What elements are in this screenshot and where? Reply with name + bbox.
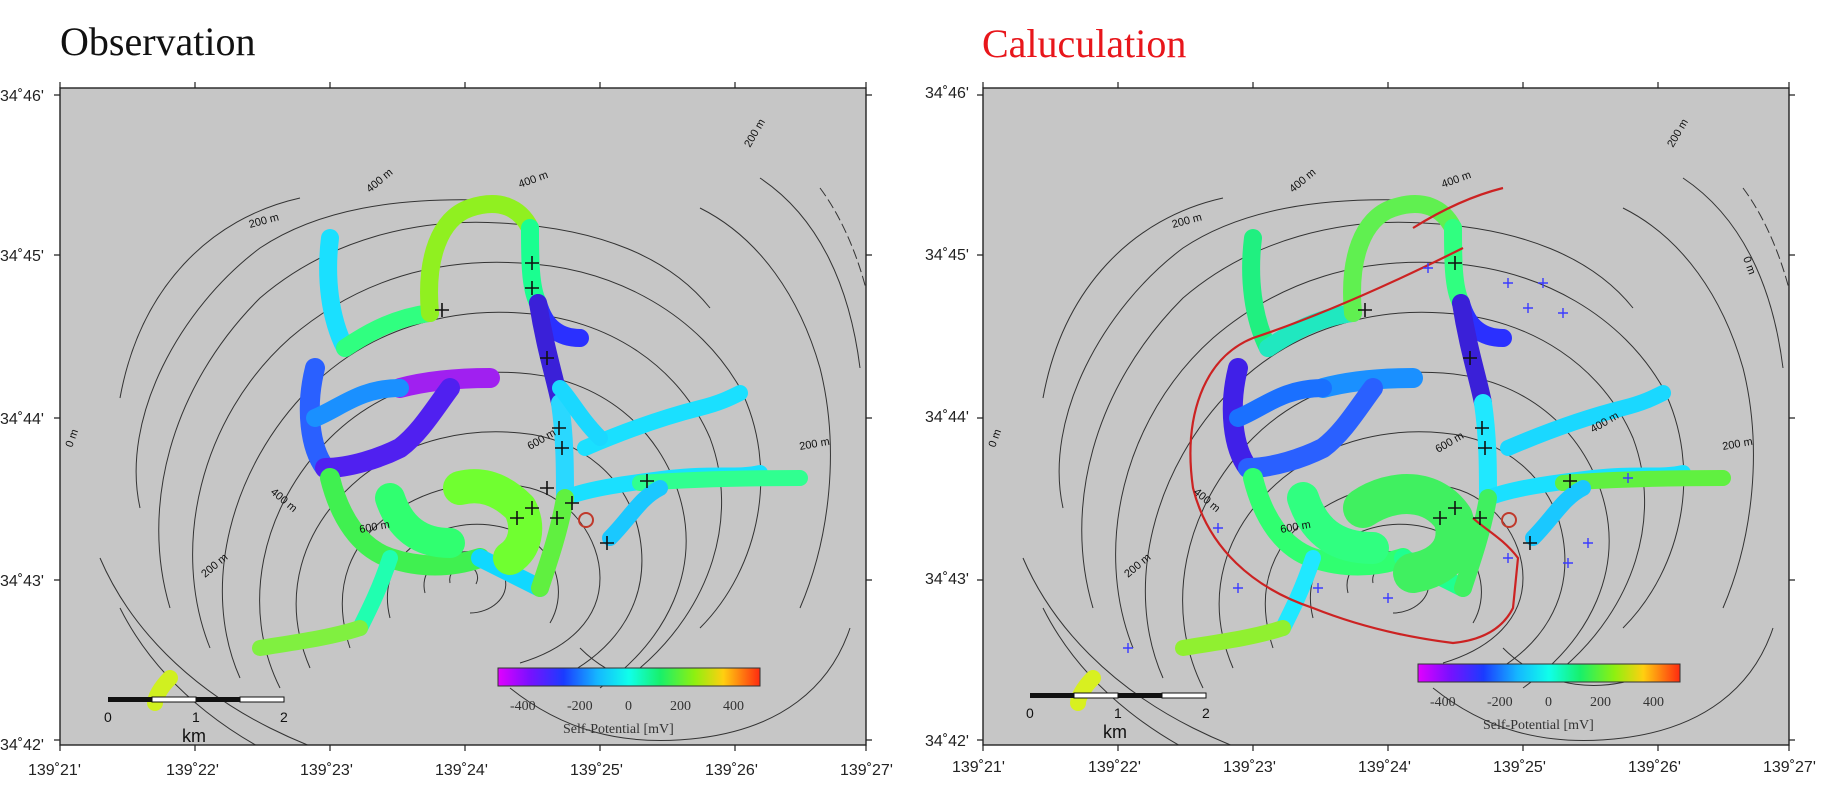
scale-unit: km xyxy=(1103,722,1127,742)
scale-bar xyxy=(108,696,285,703)
colorbar-tick: -200 xyxy=(1487,695,1513,710)
model-markers xyxy=(1123,263,1633,653)
colorbar xyxy=(497,667,761,687)
latitude-label: 34˚45' xyxy=(925,247,969,264)
colorbar-title: Self-Potential [mV] xyxy=(563,722,674,737)
colorbar-tick: 200 xyxy=(670,699,691,714)
colorbar-tick: -400 xyxy=(510,699,536,714)
contour-label: 0 m xyxy=(987,428,1005,449)
longitude-label: 139˚23' xyxy=(300,762,353,779)
station-markers xyxy=(1358,256,1577,550)
longitude-label: 139˚22' xyxy=(166,762,219,779)
map-frame xyxy=(59,87,867,746)
scale-tick: 1 xyxy=(1114,705,1122,721)
longitude-label: 139˚26' xyxy=(1628,759,1681,776)
colorbar xyxy=(1417,663,1681,683)
colorbar-tick: 0 xyxy=(625,699,632,714)
longitude-label: 139˚21' xyxy=(952,759,1005,776)
longitude-label: 139˚27' xyxy=(840,762,893,779)
scale-tick: 1 xyxy=(192,709,200,725)
map-background xyxy=(983,88,1789,745)
vent-marker xyxy=(578,512,594,528)
calculation-map: 200 m 400 m 400 m 200 m 0 m 0 m 400 m 40… xyxy=(925,82,1816,776)
map-background xyxy=(60,88,866,745)
latitude-label: 34˚44' xyxy=(925,409,969,426)
latitude-label: 34˚42' xyxy=(0,737,44,754)
contour-label: 0 m xyxy=(1740,255,1758,276)
observation-map-frame: 200 m 400 m 200 m 0 m 400 m 200 m 600 m … xyxy=(60,88,866,745)
observation-title: Observation xyxy=(60,19,256,64)
calculation-title: Caluculation xyxy=(982,21,1187,66)
contour-label: 600 m xyxy=(358,519,390,536)
map-frame xyxy=(982,87,1790,746)
latitude-label: 34˚43' xyxy=(0,573,44,590)
colorbar-tick: 400 xyxy=(1643,695,1664,710)
contour-label: 200 m xyxy=(798,436,830,453)
longitude-label: 139˚27' xyxy=(1763,759,1816,776)
latitude-label: 34˚44' xyxy=(0,411,44,428)
colorbar-tick: 200 xyxy=(1590,695,1611,710)
colorbar-tick: -200 xyxy=(567,699,593,714)
sp-model-tracks xyxy=(1070,195,1731,711)
latitude-label: 34˚45' xyxy=(0,248,44,265)
longitude-label: 139˚21' xyxy=(28,762,81,779)
latitude-label: 34˚46' xyxy=(925,85,969,102)
station-markers xyxy=(435,256,654,550)
contour-label: 600 m xyxy=(1279,519,1311,536)
calculation-map-frame: 200 m 400 m 400 m 200 m 0 m 0 m 400 m 40… xyxy=(983,88,1789,745)
longitude-label: 139˚26' xyxy=(705,762,758,779)
colorbar-tick: 0 xyxy=(1545,695,1552,710)
scale-unit: km xyxy=(182,726,206,746)
longitude-label: 139˚24' xyxy=(435,762,488,779)
latitude-label: 34˚42' xyxy=(925,733,969,750)
colorbar-tick: -400 xyxy=(1430,695,1456,710)
sp-survey-tracks xyxy=(147,195,808,711)
observation-map: 200 m 400 m 200 m 0 m 400 m 200 m 600 m … xyxy=(0,82,893,779)
latitude-label: 34˚46' xyxy=(0,88,44,105)
vent-marker xyxy=(1501,512,1517,528)
colorbar-title: Self-Potential [mV] xyxy=(1483,718,1594,733)
scale-bar xyxy=(1030,692,1207,699)
longitude-label: 139˚22' xyxy=(1088,759,1141,776)
longitude-label: 139˚24' xyxy=(1358,759,1411,776)
latitude-ticks xyxy=(977,82,1795,751)
colorbar-tick: 400 xyxy=(723,699,744,714)
scale-tick: 0 xyxy=(104,709,112,725)
scale-tick: 0 xyxy=(1026,705,1034,721)
scale-tick: 2 xyxy=(1202,705,1210,721)
longitude-label: 139˚23' xyxy=(1223,759,1276,776)
contour-label: 200 m xyxy=(1721,436,1753,453)
longitude-label: 139˚25' xyxy=(570,762,623,779)
longitude-label: 139˚25' xyxy=(1493,759,1546,776)
latitude-ticks xyxy=(54,82,872,751)
contour-label: 0 m xyxy=(64,428,82,449)
scale-tick: 2 xyxy=(280,709,288,725)
latitude-label: 34˚43' xyxy=(925,571,969,588)
model-boundary xyxy=(1189,186,1520,645)
